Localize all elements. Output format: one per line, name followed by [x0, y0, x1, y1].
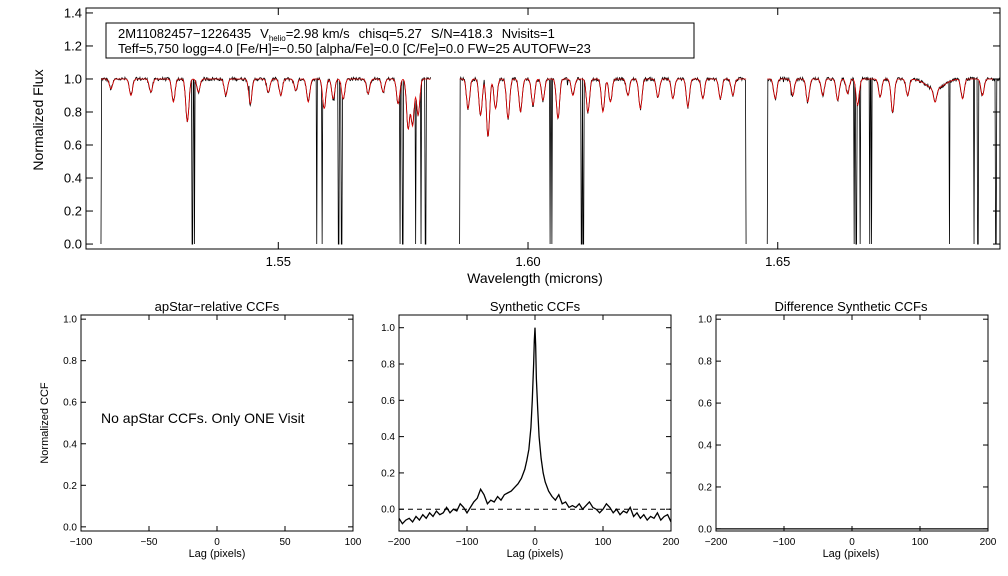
difference-x-tick-label: −200: [705, 537, 728, 548]
spectrum-plot-frame: [85, 7, 1001, 250]
apstar-x-tick-label: −100: [70, 537, 93, 548]
vhelio-subscript: helio: [269, 34, 286, 43]
difference-ccf-panel: Difference Synthetic CCFs −200 −100 0 100 20…: [698, 299, 997, 560]
apstar-x-tick-label: −50: [141, 537, 158, 548]
synthetic-x-tick-label: −200: [388, 537, 411, 548]
apstar-y-tick-label: 1.0: [63, 315, 77, 326]
synthetic-x-tick-label: 0: [532, 537, 538, 548]
spectrum-x-tick-label: 1.60: [515, 254, 540, 269]
difference-y-tick-label: 0.0: [698, 524, 712, 535]
difference-x-tick-label: −100: [773, 537, 796, 548]
synthetic-x-tick-label: −100: [456, 537, 479, 548]
difference-y-tick-label: 0.6: [698, 399, 712, 410]
difference-x-tick-label: 100: [912, 537, 929, 548]
synthetic-plot-frame: [398, 314, 672, 532]
apstar-x-tick-label: 50: [279, 537, 291, 548]
spectrum-y-tick-label: 0.0: [64, 237, 82, 252]
synthetic-y-tick-label: 0.0: [381, 505, 395, 516]
spectrum-panel: 1.55 1.60 1.65 0.0 0.2 0.4 0.6 0.8 1.0 1.2 1.4 2M1…: [30, 6, 1001, 286]
synthetic-ccf-line: [398, 327, 672, 525]
synthetic-y-tick-label: 0.4: [381, 432, 395, 443]
difference-ccf-title: Difference Synthetic CCFs: [775, 299, 928, 314]
synthetic-ccf-title: Synthetic CCFs: [490, 299, 581, 314]
apstar-y-tick-label: 0.4: [63, 439, 77, 450]
spectrum-y-tick-label: 1.2: [64, 39, 82, 54]
apstar-x-axis-label: Lag (pixels): [189, 548, 246, 560]
apstar-y-tick-label: 0.6: [63, 398, 77, 409]
spectrum-header-line1: 2M11082457−1226435 Vhelio=2.98 km/s chisq=…: [118, 26, 555, 43]
synthetic-y-tick-label: 0.6: [381, 396, 395, 407]
synthetic-y-tick-label: 0.8: [381, 360, 395, 371]
spectrum-header-box: [105, 22, 695, 59]
difference-y-tick-label: 0.2: [698, 482, 712, 493]
star-id: 2M11082457−1226435: [118, 26, 251, 41]
apstar-y-tick-label: 0.8: [63, 356, 77, 367]
spectrum-y-tick-label: 1.4: [64, 6, 82, 21]
spectrum-y-tick-label: 0.4: [64, 171, 82, 186]
spectrum-x-axis-label: Wavelength (microns): [467, 270, 603, 286]
spectrum-series-group: [100, 75, 1001, 245]
model-spectrum-line-chip-2: [459, 78, 747, 137]
observed-spectrum-line-chip-1: [100, 75, 432, 245]
spectrum-header-line2: Teff=5,750 logg=4.0 [Fe/H]=−0.50 [alpha/…: [118, 41, 591, 56]
synthetic-x-tick-label: 100: [595, 537, 612, 548]
observed-spectrum-line-chip-3: [766, 75, 1001, 245]
synthetic-series-group: [398, 327, 672, 525]
difference-tick-group: −200 −100 0 100 200 0.0 0.2 0.4 0.6 0.8 1.0: [698, 315, 997, 548]
apstar-x-tick-label: 100: [345, 537, 362, 548]
apstar-tick-group: −100 −50 0 50 100 0.0 0.2 0.4 0.6 0.8 1.0: [63, 315, 362, 548]
apstar-no-data-note: No apStar CCFs. Only ONE Visit: [101, 410, 305, 426]
snr-value: S/N=418.3: [431, 26, 493, 41]
vhelio-symbol: V: [260, 26, 269, 41]
nvisits-value: Nvisits=1: [502, 26, 555, 41]
spectrum-y-tick-label: 0.2: [64, 204, 82, 219]
synthetic-tick-group: −200 −100 0 100 200 0.0 0.2 0.4 0.6 0.8 1.0: [381, 315, 680, 548]
synthetic-ccf-panel: Synthetic CCFs −200 −100 0 100 200 0.0 0.2 0.4 0…: [381, 299, 680, 560]
difference-x-axis-label: Lag (pixels): [823, 548, 880, 560]
synthetic-y-tick-label: 0.2: [381, 468, 395, 479]
model-spectrum-line-chip-3: [767, 78, 1000, 114]
synthetic-x-axis-label: Lag (pixels): [507, 548, 564, 560]
spectrum-y-tick-label: 0.6: [64, 138, 82, 153]
difference-x-tick-label: 0: [849, 537, 855, 548]
apstar-y-axis-label: Normalized CCF: [39, 382, 51, 464]
vhelio-value: =2.98 km/s: [286, 26, 350, 41]
model-spectrum-line-chip-1: [100, 78, 431, 131]
difference-y-tick-label: 1.0: [698, 315, 712, 326]
apstar-x-tick-label: 0: [214, 537, 220, 548]
difference-y-tick-label: 0.8: [698, 357, 712, 368]
difference-x-tick-label: 200: [980, 537, 997, 548]
spectrum-y-axis-label: Normalized Flux: [30, 69, 46, 170]
spectrum-y-tick-label: 0.8: [64, 105, 82, 120]
difference-y-tick-label: 0.4: [698, 441, 712, 452]
difference-plot-frame: [715, 314, 989, 532]
spectrum-x-tick-label: 1.65: [765, 254, 790, 269]
apstar-y-tick-label: 0.2: [63, 481, 77, 492]
synthetic-x-tick-label: 200: [663, 537, 680, 548]
apstar-y-tick-label: 0.0: [63, 522, 77, 533]
observed-spectrum-line-chip-2: [459, 76, 747, 245]
apstar-ccf-panel: apStar−relative CCFs −100 −50 0 50 100 0.0 0.2…: [39, 299, 362, 560]
synthetic-y-tick-label: 1.0: [381, 323, 395, 334]
chisq-value: chisq=5.27: [359, 26, 422, 41]
spectrum-y-tick-label: 1.0: [64, 72, 82, 87]
apstar-ccf-title: apStar−relative CCFs: [155, 299, 280, 314]
spectrum-tick-group: 1.55 1.60 1.65 0.0 0.2 0.4 0.6 0.8 1.0 1.2 1.4: [64, 6, 1000, 269]
spectrum-x-tick-label: 1.55: [266, 254, 291, 269]
